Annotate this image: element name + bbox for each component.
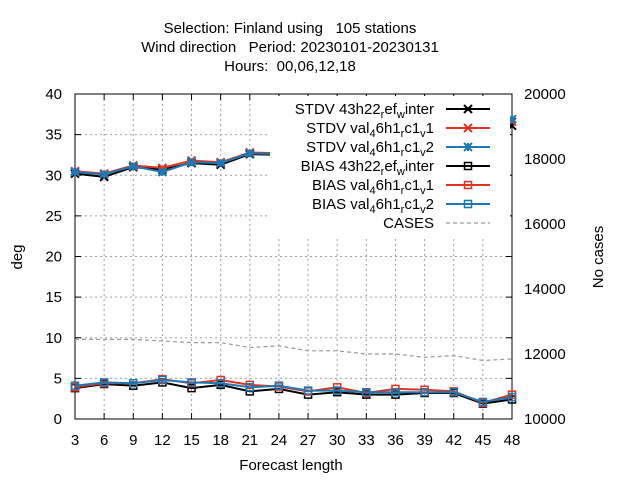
data-point — [303, 386, 313, 395]
legend-label: STDV val46h1rc1v2 — [306, 139, 434, 159]
y2-tick-label: 18000 — [524, 151, 566, 168]
data-point — [245, 148, 255, 159]
title-line: Wind direction Period: 20230101-20230131 — [141, 39, 439, 56]
series-line — [75, 338, 513, 362]
data-point — [158, 375, 167, 385]
x-tick-label: 48 — [504, 432, 521, 449]
y-axis-label: deg — [9, 244, 26, 269]
series-line — [74, 378, 513, 403]
x-tick-label: 9 — [129, 432, 137, 449]
series-6 — [75, 338, 513, 362]
x-axis-label: Forecast length — [239, 457, 342, 474]
legend-label: STDV 43h22refwinter — [295, 101, 434, 121]
y-tick-label: 5 — [54, 370, 62, 387]
grid — [75, 94, 512, 419]
title-line: Selection: Finland using 105 stations — [164, 20, 417, 37]
y-tick-label: 0 — [54, 411, 62, 428]
y2-tick-label: 10000 — [524, 411, 566, 428]
legend-label: CASES — [383, 215, 434, 232]
y-tick-label: 10 — [45, 330, 62, 347]
legend-label: BIAS val46h1rc1v2 — [312, 196, 434, 216]
y2-axis-label: No cases — [590, 226, 607, 289]
y-tick-label: 15 — [45, 289, 62, 306]
data-point — [186, 157, 197, 167]
y2-tick-label: 20000 — [524, 86, 566, 103]
x-tick-label: 45 — [475, 432, 492, 449]
x-tick-label: 30 — [329, 432, 346, 449]
y2-tick-label: 12000 — [524, 346, 566, 363]
data-point — [187, 378, 196, 387]
data-point — [332, 386, 342, 395]
data-point — [128, 161, 138, 172]
x-tick-label: 21 — [241, 432, 258, 449]
series-5 — [70, 375, 517, 407]
data-point — [216, 379, 225, 388]
x-tick-label: 18 — [212, 432, 229, 449]
data-point — [463, 142, 473, 152]
data-point — [507, 114, 517, 124]
x-axis-ticks: 3 6 9 12 15 18 21 24 27 30 33 36 39 42 45 48 — [71, 94, 521, 449]
data-point — [362, 387, 371, 397]
legend-label: STDV val46h1rc1v1 — [306, 120, 434, 140]
data-point — [70, 167, 80, 177]
data-point — [463, 161, 473, 171]
data-point — [463, 180, 473, 190]
x-tick-label: 15 — [183, 432, 200, 449]
data-point — [420, 387, 429, 397]
data-point — [274, 381, 284, 390]
x-tick-label: 12 — [154, 432, 171, 449]
data-point — [70, 381, 80, 390]
data-point — [245, 383, 255, 392]
title-line: Hours: 00,06,12,18 — [224, 58, 356, 75]
data-point — [129, 379, 138, 388]
x-tick-label: 33 — [358, 432, 375, 449]
y2-axis-ticks: 10000 12000 14000 16000 18000 20000 — [524, 86, 566, 428]
data-point — [449, 387, 458, 397]
x-tick-label: 36 — [387, 432, 404, 449]
data-point — [463, 104, 473, 114]
data-point — [99, 378, 109, 387]
y2-tick-label: 14000 — [524, 281, 566, 298]
data-point — [187, 383, 196, 393]
legend-label: BIAS 43h22refwinter — [301, 158, 434, 178]
x-tick-label: 6 — [100, 432, 108, 449]
x-tick-label: 27 — [300, 432, 317, 449]
y-axis-ticks: 0 5 10 15 20 25 30 35 40 — [45, 86, 512, 428]
y-tick-label: 40 — [45, 86, 62, 103]
data-point — [463, 123, 473, 133]
data-point — [157, 167, 168, 177]
x-tick-label: 24 — [271, 432, 288, 449]
data-point — [99, 169, 109, 180]
x-tick-label: 42 — [445, 432, 462, 449]
data-point — [463, 199, 473, 209]
y-tick-label: 35 — [45, 127, 62, 144]
data-point — [478, 397, 488, 407]
chart-title: Selection: Finland using 105 stations Win… — [141, 20, 439, 75]
data-point — [215, 158, 226, 168]
y-tick-label: 20 — [45, 249, 62, 266]
x-tick-label: 39 — [416, 432, 433, 449]
y2-tick-label: 16000 — [524, 216, 566, 233]
legend-label: BIAS val46h1rc1v1 — [312, 177, 434, 197]
data-point — [391, 387, 400, 397]
y-tick-label: 25 — [45, 208, 62, 225]
x-tick-label: 3 — [71, 432, 79, 449]
data-point — [507, 392, 517, 402]
y-tick-label: 30 — [45, 167, 62, 184]
